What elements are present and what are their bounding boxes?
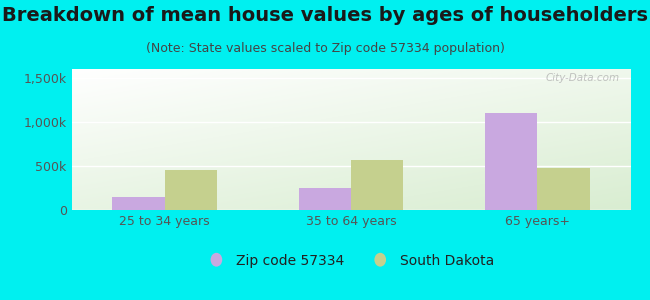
Text: City-Data.com: City-Data.com bbox=[545, 73, 619, 83]
Bar bbox=[164, 170, 217, 210]
Bar bbox=[538, 168, 590, 210]
Bar bbox=[485, 113, 538, 210]
Legend: Zip code 57334, South Dakota: Zip code 57334, South Dakota bbox=[203, 248, 499, 274]
Bar bbox=[299, 188, 351, 210]
Text: Breakdown of mean house values by ages of householders: Breakdown of mean house values by ages o… bbox=[2, 6, 648, 25]
Bar bbox=[351, 160, 403, 210]
Text: (Note: State values scaled to Zip code 57334 population): (Note: State values scaled to Zip code 5… bbox=[146, 42, 504, 55]
Bar bbox=[112, 197, 164, 210]
